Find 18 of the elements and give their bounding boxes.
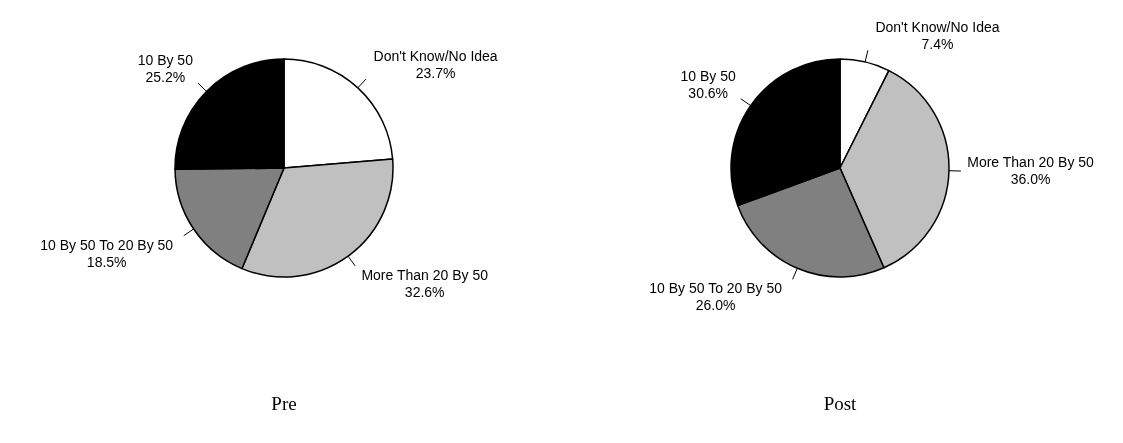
slice-label: Don't Know/No Idea [373, 48, 498, 65]
slice-label: 10 By 50 To 20 By 50 [649, 280, 783, 297]
data-label: 7.4% [921, 36, 954, 53]
slice-label: 10 By 50 To 20 By 50 [40, 236, 174, 253]
data-label: 18.5% [86, 253, 127, 270]
text: Pre [271, 393, 297, 414]
slice-label: 10 By 50 [137, 51, 194, 68]
data-label: 36.0% [1010, 171, 1051, 188]
text: Post [823, 393, 858, 414]
slice-label: 10 By 50 [680, 67, 737, 84]
data-label: 25.2% [145, 68, 186, 85]
data-label: 32.6% [404, 283, 445, 300]
slice-label: More Than 20 By 50 [361, 266, 489, 283]
data-label: 26.0% [695, 297, 736, 314]
slice-label: More Than 20 By 50 [967, 154, 1095, 171]
data-label: 30.6% [688, 84, 729, 101]
slice-label: Don't Know/No Idea [875, 19, 1000, 36]
data-label: 23.7% [415, 65, 456, 82]
